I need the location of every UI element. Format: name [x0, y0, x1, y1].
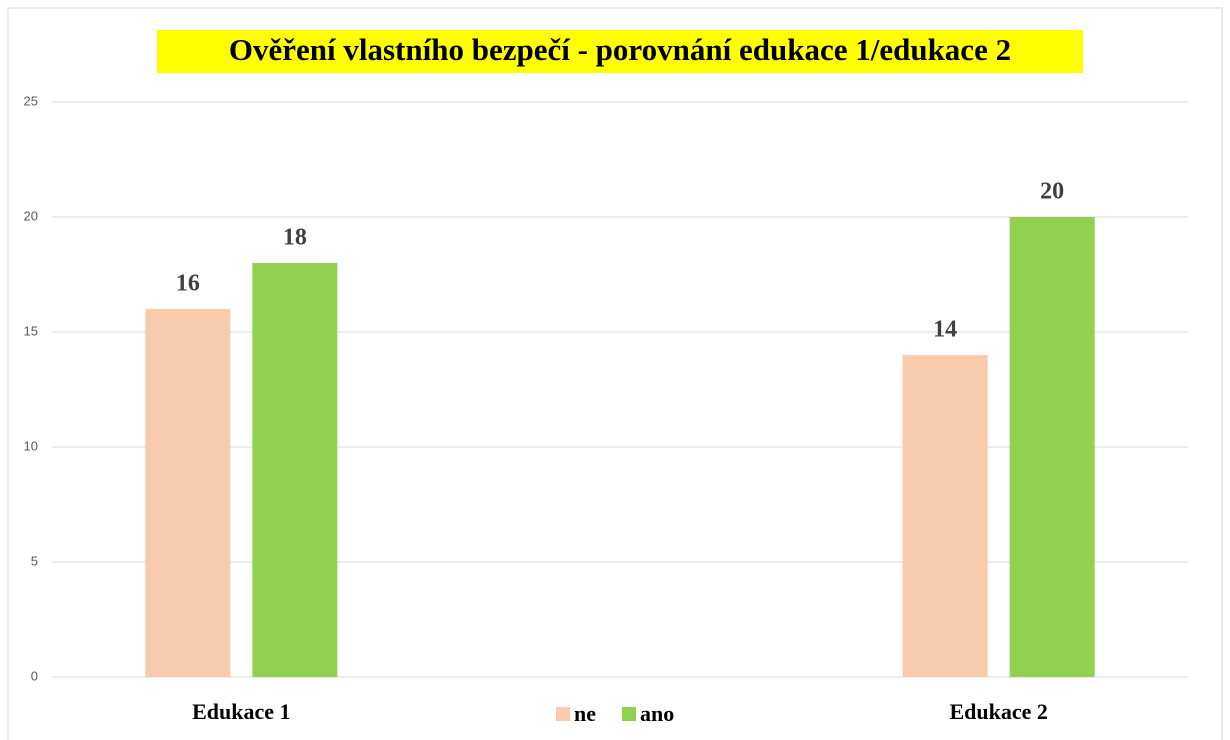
y-tick-label: 0: [31, 668, 38, 683]
data-label: 18: [283, 225, 307, 251]
x-tick-label: Edukace 2: [949, 699, 1047, 724]
chart-title: Ověření vlastního bezpečí - porovnání ed…: [229, 32, 1011, 67]
legend-swatch: [556, 707, 570, 721]
data-label: 20: [1040, 179, 1064, 205]
y-tick-label: 15: [24, 323, 38, 338]
data-label: 16: [176, 271, 200, 297]
bar: [1009, 217, 1095, 677]
y-tick-label: 20: [24, 208, 38, 223]
legend-swatch: [622, 707, 636, 721]
bar: [902, 355, 988, 677]
y-tick-label: 25: [24, 93, 38, 108]
y-tick-label: 10: [24, 438, 38, 453]
data-label: 14: [933, 317, 957, 343]
title-highlight: [157, 30, 1083, 73]
y-tick-label: 5: [31, 553, 38, 568]
bar: [145, 309, 231, 677]
legend-label: ne: [574, 701, 596, 726]
x-tick-label: Edukace 1: [192, 699, 290, 724]
legend-label: ano: [640, 701, 674, 726]
bar: [252, 263, 338, 677]
